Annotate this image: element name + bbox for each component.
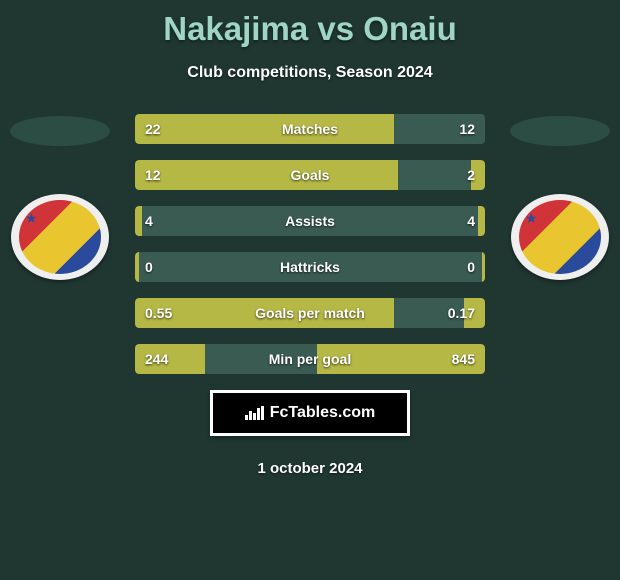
stat-row: Assists4 4 [135, 206, 485, 236]
stat-row: Goals12 2 [135, 160, 485, 190]
stat-row: Matches22 12 [135, 114, 485, 144]
badge-circle-icon: ★ [11, 194, 109, 280]
stat-label: Goals [135, 160, 485, 190]
stat-value-right: 0.17 [448, 298, 475, 328]
stat-row: Goals per match0.55 0.17 [135, 298, 485, 328]
right-player-column: ★ [500, 114, 620, 280]
star-icon: ★ [25, 210, 38, 227]
brand-label: FcTables.com [270, 404, 376, 422]
star-icon: ★ [525, 210, 538, 227]
stat-value-left: 22 [145, 114, 161, 144]
stat-value-right: 845 [452, 344, 475, 374]
bar-chart-icon [245, 406, 264, 420]
stat-row: Min per goal244 845 [135, 344, 485, 374]
badge-circle-icon: ★ [511, 194, 609, 280]
stat-label: Goals per match [135, 298, 485, 328]
page-title: Nakajima vs Onaiu [0, 0, 620, 48]
stat-value-right: 2 [467, 160, 475, 190]
stat-value-right: 4 [467, 206, 475, 236]
stat-label: Matches [135, 114, 485, 144]
player-silhouette-left [10, 116, 110, 146]
bars-container: Matches2212Goals122Assists44Hattricks00G… [135, 114, 485, 374]
stat-value-left: 0 [145, 252, 153, 282]
club-badge-right: ★ [511, 194, 609, 280]
left-player-column: ★ [0, 114, 120, 280]
stat-value-left: 12 [145, 160, 161, 190]
stat-value-left: 0.55 [145, 298, 172, 328]
subtitle: Club competitions, Season 2024 [0, 64, 620, 82]
comparison-chart: ★ ★ Matches2212Goals122Assists44Hattrick… [0, 114, 620, 374]
stat-label: Hattricks [135, 252, 485, 282]
date-label: 1 october 2024 [0, 460, 620, 477]
stat-label: Min per goal [135, 344, 485, 374]
stat-value-right: 12 [459, 114, 475, 144]
brand-box[interactable]: FcTables.com [210, 390, 410, 436]
stat-value-left: 244 [145, 344, 168, 374]
stat-label: Assists [135, 206, 485, 236]
stat-row: Hattricks0 0 [135, 252, 485, 282]
stat-value-right: 0 [467, 252, 475, 282]
player-silhouette-right [510, 116, 610, 146]
stat-value-left: 4 [145, 206, 153, 236]
club-badge-left: ★ [11, 194, 109, 280]
